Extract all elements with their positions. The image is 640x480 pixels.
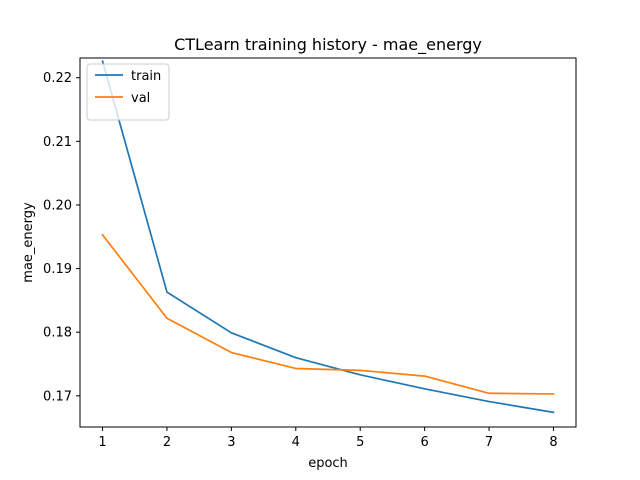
legend-label-train: train bbox=[131, 69, 161, 84]
x-tick-label: 4 bbox=[292, 435, 300, 450]
y-axis-title: mae_energy bbox=[21, 202, 36, 283]
y-tick-label: 0.21 bbox=[43, 135, 72, 150]
x-axis-title: epoch bbox=[308, 456, 348, 471]
y-tick-label: 0.18 bbox=[43, 326, 72, 341]
series-line-val bbox=[101, 233, 555, 395]
x-tick-label: 3 bbox=[227, 435, 235, 450]
y-tick-label: 0.17 bbox=[43, 389, 72, 404]
legend-label-val: val bbox=[131, 91, 150, 106]
x-tick-label: 6 bbox=[420, 435, 428, 450]
legend: train val bbox=[86, 63, 170, 121]
x-tick-label: 2 bbox=[163, 435, 171, 450]
plot-area-frame bbox=[79, 57, 577, 428]
x-tick-label: 8 bbox=[549, 435, 557, 450]
series-layer bbox=[101, 60, 555, 414]
series-line-train bbox=[101, 60, 555, 414]
x-axis: 1 2 3 4 5 6 7 8 bbox=[98, 427, 558, 450]
chart-title: CTLearn training history - mae_energy bbox=[174, 35, 482, 55]
y-tick-label: 0.20 bbox=[43, 198, 72, 213]
legend-box bbox=[86, 63, 170, 121]
x-tick-label: 5 bbox=[356, 435, 364, 450]
x-tick-label: 7 bbox=[485, 435, 493, 450]
x-tick-label: 1 bbox=[98, 435, 106, 450]
y-tick-label: 0.22 bbox=[43, 71, 72, 86]
y-tick-label: 0.19 bbox=[43, 262, 72, 277]
y-axis: 0.17 0.18 0.19 0.20 0.21 0.22 bbox=[43, 71, 80, 404]
